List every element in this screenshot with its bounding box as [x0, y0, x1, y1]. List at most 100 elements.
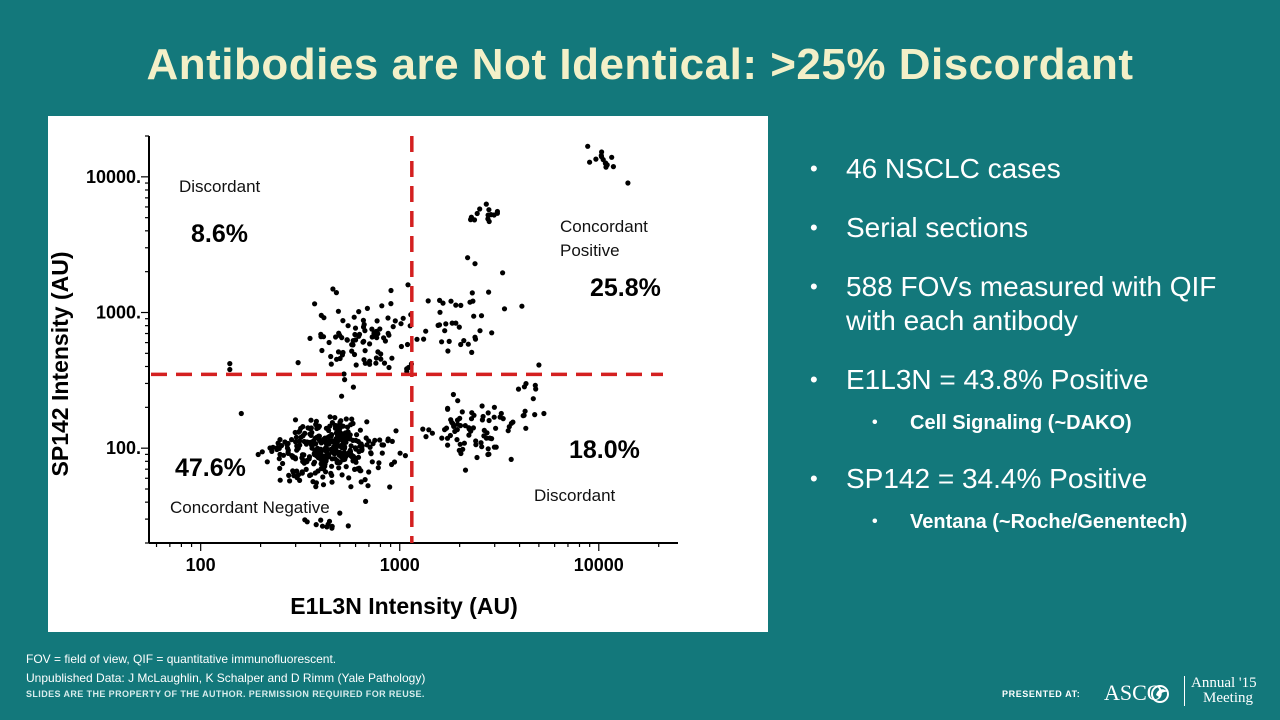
- scatter-point: [353, 437, 359, 443]
- scatter-point: [339, 454, 345, 460]
- threshold-layer: [151, 136, 663, 543]
- scatter-point: [477, 328, 483, 334]
- scatter-point: [379, 303, 385, 309]
- quadrant-tl-percent: 8.6%: [191, 220, 248, 248]
- scatter-point: [515, 386, 522, 392]
- scatter-point: [486, 417, 492, 424]
- scatter-point: [277, 465, 283, 471]
- scatter-point: [318, 517, 324, 523]
- scatter-point: [449, 419, 455, 425]
- sub-bullet-cell-signaling: Cell Signaling (~DAKO): [808, 410, 1268, 436]
- scatter-point: [358, 479, 364, 485]
- scatter-point: [290, 454, 296, 460]
- scatter-point: [376, 460, 382, 466]
- scatter-point: [343, 464, 349, 470]
- scatter-point: [451, 423, 457, 429]
- scatter-point: [338, 418, 344, 424]
- scatter-point: [486, 451, 492, 457]
- scatter-point: [478, 440, 484, 446]
- scatter-point: [485, 446, 491, 452]
- scatter-point: [391, 459, 398, 465]
- scatter-point: [311, 459, 318, 465]
- scatter-point: [337, 459, 343, 465]
- scatter-point: [483, 201, 489, 207]
- scatter-point: [450, 391, 456, 398]
- scatter-point: [405, 282, 411, 288]
- bullet-cases: 46 NSCLC cases: [808, 152, 1268, 186]
- scatter-point: [472, 336, 479, 342]
- scatter-point: [400, 315, 406, 321]
- scatter-point: [440, 300, 446, 306]
- bullet-sp142: SP142 = 34.4% Positive: [808, 462, 1268, 496]
- scatter-point: [367, 361, 373, 367]
- scatter-point: [491, 212, 497, 218]
- scatter-point: [335, 308, 341, 314]
- scatter-point: [276, 456, 282, 462]
- scatter-point: [479, 444, 485, 450]
- scatter-point: [585, 143, 591, 149]
- quadrant-bl-percent: 47.6%: [175, 454, 246, 482]
- scatter-point: [386, 364, 392, 371]
- quadrant-bl-label: Concordant Negative: [170, 498, 330, 517]
- scatter-point: [466, 432, 472, 438]
- scatter-point: [370, 441, 376, 447]
- scatter-point: [304, 519, 310, 525]
- scatter-point: [307, 431, 313, 437]
- y-axis-label: SP142 Intensity (AU): [48, 252, 73, 477]
- scatter-point: [357, 427, 363, 433]
- scatter-point: [532, 382, 538, 388]
- scatter-point: [289, 437, 295, 443]
- scatter-point: [519, 303, 525, 309]
- scatter-point: [363, 498, 369, 504]
- scatter-point: [461, 338, 467, 344]
- scatter-point: [329, 523, 335, 529]
- scatter-point: [385, 315, 391, 321]
- scatter-point: [598, 152, 604, 159]
- scatter-point: [312, 301, 318, 307]
- scatter-point: [306, 456, 312, 462]
- scatter-point: [284, 445, 291, 451]
- scatter-point: [327, 433, 333, 439]
- scatter-point: [373, 355, 379, 361]
- scatter-point: [541, 410, 547, 417]
- scatter-point: [346, 475, 352, 481]
- scatter-point: [293, 439, 299, 445]
- points-layer: [227, 143, 631, 531]
- scatter-point: [318, 334, 324, 340]
- scatter-point: [470, 425, 476, 431]
- scatter-point: [389, 355, 395, 361]
- scatter-point: [350, 342, 356, 348]
- quadrant-tr-label-line1: Concordant: [560, 217, 648, 236]
- scatter-point: [508, 456, 514, 462]
- scatter-point: [486, 218, 492, 225]
- scatter-point: [439, 339, 445, 345]
- scatter-point: [277, 477, 283, 483]
- scatter-point: [445, 348, 451, 354]
- scatter-point: [347, 436, 353, 442]
- scatter-point: [506, 424, 512, 430]
- scatter-point: [459, 409, 465, 415]
- scatter-point: [462, 467, 469, 473]
- scatter-point: [337, 355, 343, 362]
- scatter-point: [327, 414, 333, 420]
- quadrant-br-percent: 18.0%: [569, 436, 640, 464]
- scatter-point: [523, 425, 529, 431]
- scatter-point: [347, 432, 353, 438]
- scatter-point: [350, 338, 356, 344]
- scatter-point: [299, 469, 305, 475]
- scatter-point: [414, 336, 420, 342]
- scatter-point: [305, 425, 311, 431]
- scatter-point: [425, 298, 431, 304]
- scatter-point: [426, 427, 432, 433]
- scatter-point: [329, 420, 335, 426]
- bullet-serial-sections: Serial sections: [808, 211, 1268, 245]
- bullet-fovs: 588 FOVs measured with QIF with each ant…: [808, 270, 1268, 338]
- scatter-point: [294, 468, 300, 474]
- scatter-point: [398, 321, 404, 327]
- scatter-point: [393, 428, 399, 434]
- scatter-point: [477, 206, 483, 212]
- scatter-point: [522, 408, 528, 414]
- scatter-point: [402, 453, 408, 459]
- scatter-point: [354, 432, 360, 438]
- scatter-point: [351, 351, 358, 358]
